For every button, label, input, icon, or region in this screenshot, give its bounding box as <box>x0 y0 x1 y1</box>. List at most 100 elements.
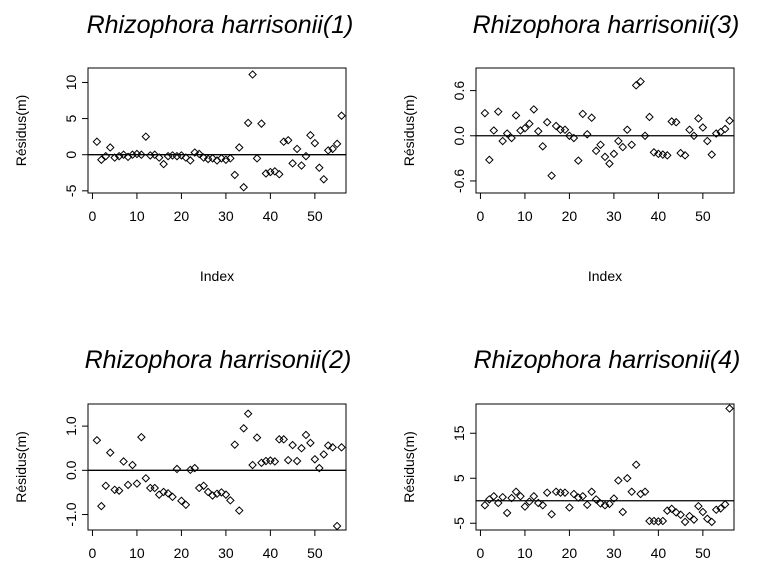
residual-point <box>186 156 195 165</box>
residual-point <box>622 125 632 135</box>
x-tick-label: 30 <box>218 545 234 561</box>
x-tick-label: 40 <box>651 208 667 224</box>
residual-point <box>97 501 106 511</box>
residual-point <box>542 488 552 497</box>
residual-point <box>141 473 151 483</box>
plot-frame <box>475 67 735 194</box>
x-tick-label: 10 <box>517 545 533 561</box>
residual-point <box>154 490 164 499</box>
x-tick-label: 0 <box>89 545 97 561</box>
x-tick-label: 20 <box>562 208 578 224</box>
residual-point <box>676 148 685 158</box>
residual-point <box>640 131 650 141</box>
residual-point <box>315 463 324 473</box>
plot-panel: Rhizophora harrisonii(3) 0 10 20 30 40 50 -0.6 0… <box>401 11 739 284</box>
residual-point <box>680 151 690 160</box>
residual-point <box>533 126 543 136</box>
residual-point <box>114 151 124 161</box>
residual-point <box>252 154 262 163</box>
residual-point <box>212 489 222 499</box>
residual-point <box>226 154 235 163</box>
residual-point <box>266 167 275 177</box>
y-axis-label: Résidus(m) <box>13 431 29 503</box>
y-tick-label: 5 <box>63 114 79 122</box>
residual-point <box>230 440 240 449</box>
y-tick-label: 15 <box>451 425 467 441</box>
residual-point <box>208 154 217 163</box>
residual-point <box>270 167 280 176</box>
residual-point <box>97 155 106 165</box>
residual-point <box>720 500 730 509</box>
y-tick-label: -5 <box>63 184 79 197</box>
residual-point <box>337 443 346 452</box>
x-tick-label: 40 <box>263 208 279 224</box>
residual-point <box>92 137 102 147</box>
residual-point <box>92 435 102 445</box>
residual-point <box>640 487 650 497</box>
residual-point <box>591 495 601 504</box>
residual-point <box>529 491 539 501</box>
residual-point <box>720 124 730 134</box>
residual-point <box>128 460 137 470</box>
residual-point <box>538 500 548 510</box>
residual-point <box>239 424 248 433</box>
y-axis-label: Résidus(m) <box>401 95 417 167</box>
residual-point <box>323 146 333 155</box>
residual-point <box>105 143 115 152</box>
residual-point <box>137 150 146 160</box>
residual-point <box>703 136 712 146</box>
residual-point <box>128 150 137 160</box>
x-tick-label: 30 <box>606 545 622 561</box>
residual-point <box>315 163 324 173</box>
residual-point <box>337 111 346 120</box>
plot-frame <box>475 403 735 531</box>
residual-point <box>332 521 342 531</box>
residual-point <box>274 435 284 444</box>
residual-point <box>101 151 111 161</box>
x-axis-label: Index <box>200 268 234 284</box>
residual-point <box>654 517 663 526</box>
residual-point <box>119 150 128 160</box>
x-tick-label: 0 <box>89 208 97 224</box>
x-tick-label: 0 <box>477 545 485 561</box>
residual-point <box>596 140 605 150</box>
residual-point <box>248 460 257 470</box>
residual-point <box>680 517 690 527</box>
y-tick-label: 1.0 <box>63 416 79 436</box>
residual-point <box>283 135 293 145</box>
residual-point <box>627 140 636 150</box>
residual-point <box>694 114 703 123</box>
y-tick-label: 0 <box>63 151 79 159</box>
x-tick-label: 10 <box>129 545 145 561</box>
residual-point <box>283 455 293 465</box>
residual-point <box>547 171 556 180</box>
residual-point <box>645 112 654 122</box>
residual-point <box>551 121 561 131</box>
residual-point <box>480 108 490 118</box>
residual-point <box>516 491 525 501</box>
residual-point <box>533 498 543 508</box>
residual-point <box>676 510 685 520</box>
residual-point <box>297 443 306 453</box>
residual-point <box>274 169 284 179</box>
residual-point <box>292 144 302 154</box>
residual-point <box>306 130 315 140</box>
residual-point <box>582 500 592 510</box>
residual-point <box>685 125 694 135</box>
residual-point <box>711 129 721 138</box>
residual-point <box>667 504 677 514</box>
residual-point <box>217 488 226 497</box>
residual-point <box>159 159 168 169</box>
residual-point <box>132 479 142 488</box>
residual-point <box>105 448 115 457</box>
residual-point <box>208 491 217 500</box>
residual-point <box>520 502 530 511</box>
residual-point <box>507 133 516 143</box>
residual-point <box>507 493 516 503</box>
residual-point <box>525 119 534 129</box>
residual-point <box>547 509 556 519</box>
residual-point <box>234 506 244 515</box>
residual-point <box>485 495 494 504</box>
x-tick-label: 0 <box>477 208 485 224</box>
residual-point <box>279 435 289 444</box>
